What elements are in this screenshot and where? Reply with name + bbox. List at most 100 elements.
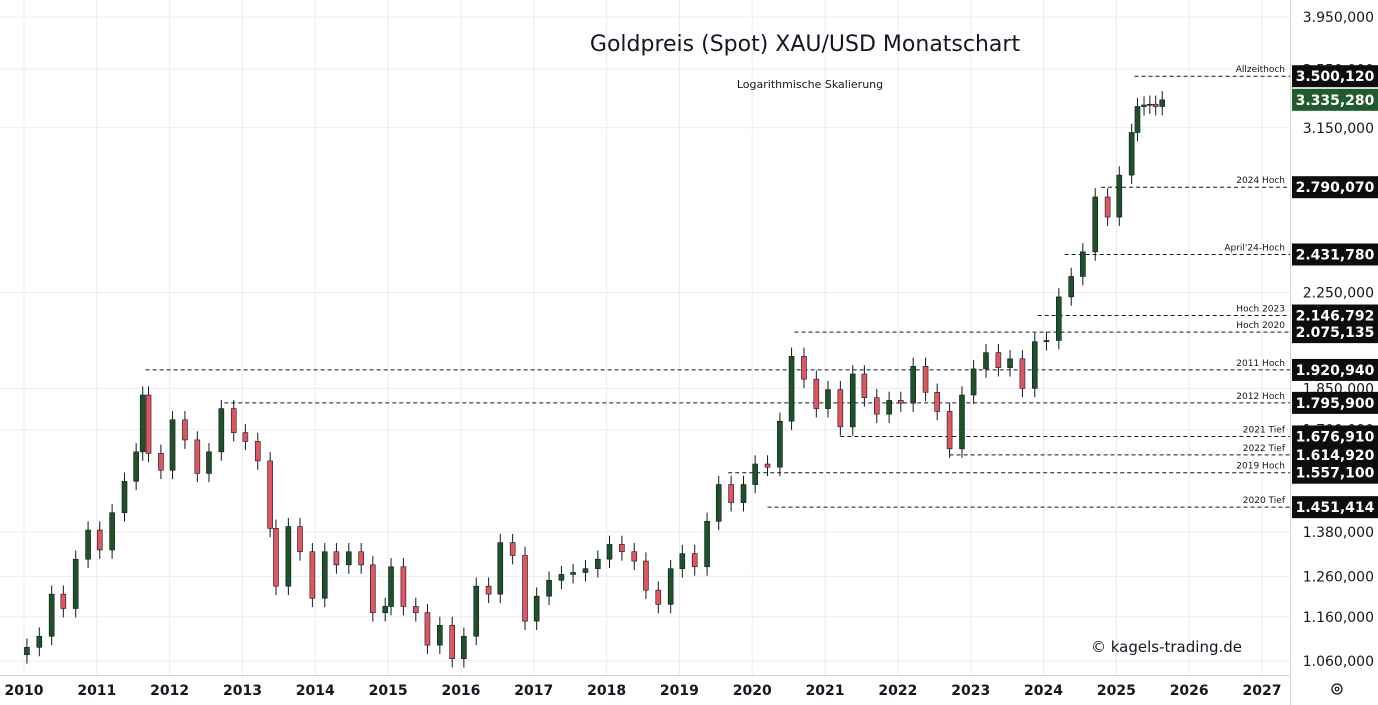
level-price-box (1292, 443, 1378, 466)
candle-body-up (437, 625, 443, 646)
candle-body-down (400, 566, 407, 607)
candle-body-up (133, 451, 139, 482)
candle-body-down (194, 439, 201, 474)
candle-body-up (1043, 340, 1050, 342)
candle-body-up (886, 400, 892, 415)
year-tick-label: 2013 (223, 683, 262, 699)
level-annotation: 2024 Hoch (1236, 176, 1285, 186)
year-tick-label: 2016 (441, 683, 480, 699)
candle-body-up (606, 544, 613, 560)
candle-body-down (873, 397, 880, 415)
price-tick-label: 3.950,000 (1303, 10, 1374, 26)
candle-body-down (370, 564, 376, 613)
candle-body-up (382, 606, 389, 613)
level-price-box (1292, 391, 1378, 414)
level-annotation: Allzeithoch (1236, 65, 1285, 75)
level-price-box (1292, 461, 1378, 484)
candle-body-down (182, 419, 188, 441)
level-annotation: 2012 Hoch (1236, 392, 1285, 402)
level-price-label: 1.557,100 (1296, 466, 1375, 482)
year-tick-label: 2018 (587, 683, 626, 699)
candlesticks (24, 91, 1166, 668)
candle-body-up (704, 521, 710, 568)
candle-body-down (801, 356, 807, 380)
candle-body-down (995, 352, 1002, 368)
candle-body-up (849, 373, 856, 428)
candle-body-up (679, 553, 686, 569)
price-tick-label: 1.160,000 (1303, 610, 1374, 626)
level-price-label: 1.676,910 (1296, 429, 1375, 445)
candle-body-up (206, 451, 212, 474)
level-annotation: 2019 Hoch (1236, 462, 1285, 472)
level-price-label: 3.335,280 (1296, 93, 1375, 109)
candle-body-up (121, 481, 128, 514)
candle-body-down (509, 542, 516, 556)
level-annotation: 2022 Tief (1243, 444, 1286, 454)
candle-body-up (72, 558, 79, 609)
level-price-label: 2.075,135 (1296, 325, 1375, 341)
candle-body-up (752, 463, 758, 485)
candle-body-down (643, 560, 649, 591)
candle-body-down (619, 544, 625, 553)
candle-body-down (333, 551, 340, 566)
candle-body-up (169, 419, 176, 471)
candle-body-down (358, 551, 364, 566)
candle-body-up (570, 572, 576, 575)
level-price-box (1292, 243, 1378, 266)
candle-body-down (145, 394, 152, 454)
candle-body-down (861, 373, 868, 399)
price-tick-label: 1.060,000 (1303, 654, 1374, 670)
year-tick-label: 2017 (514, 683, 553, 699)
time-axis: 2010 2011 2012 2013 2014 2015 2016 2017 2018 2019… (5, 683, 1282, 699)
candle-body-down (273, 528, 279, 587)
level-price-label: 2.790,070 (1296, 180, 1375, 196)
level-price-box (1292, 304, 1378, 327)
candle-body-up (1068, 276, 1075, 298)
price-tick-label: 2.250,000 (1303, 286, 1374, 302)
level-annotation: 2021 Tief (1243, 425, 1286, 435)
candle-body-up (285, 526, 292, 587)
level-price-label: 3.500,120 (1296, 69, 1375, 85)
year-tick-label: 2020 (733, 683, 772, 699)
candle-body-down (309, 551, 316, 599)
candle-body-down (242, 432, 249, 442)
candle-body-up (1159, 99, 1166, 107)
candle-body-up (1031, 341, 1038, 389)
candle-body-up (388, 566, 394, 607)
candle-body-down (691, 553, 698, 568)
candle-body-up (558, 574, 565, 581)
candle-body-up (473, 585, 480, 637)
level-price-box (1292, 496, 1378, 519)
candle-body-up (910, 366, 916, 404)
candle-body-up (825, 389, 831, 409)
candle-body-down (1104, 196, 1111, 218)
candle-body-down (522, 555, 528, 622)
year-tick-label: 2012 (150, 683, 189, 699)
candle-body-up (139, 394, 146, 453)
candle-body-down (412, 606, 419, 613)
level-lines: Allzeithoch 2024 Hoch April'24-Hoch Hoch 20… (145, 65, 1290, 508)
candle-body-up (715, 484, 722, 522)
candle-body-up (546, 579, 552, 597)
year-tick-label: 2026 (1170, 683, 1209, 699)
candle-body-down (1152, 103, 1159, 107)
candle-body-up (36, 635, 43, 648)
candle-body-down (1019, 358, 1026, 389)
candle-body-up (983, 352, 989, 370)
settings-icon[interactable] (1331, 683, 1343, 695)
candle-body-up (582, 568, 589, 573)
level-annotation: Hoch 2023 (1236, 305, 1285, 315)
candle-body-down (764, 463, 771, 468)
year-tick-label: 2027 (1243, 683, 1282, 699)
candle-body-up (497, 542, 504, 595)
level-price-box (1292, 65, 1378, 88)
candle-body-down (267, 460, 273, 529)
candle-body-up (321, 551, 328, 599)
candle-body-down (424, 612, 431, 646)
level-price-box (1292, 321, 1378, 344)
candle-body-up (1147, 103, 1153, 106)
year-tick-label: 2021 (806, 683, 845, 699)
year-tick-label: 2011 (77, 683, 116, 699)
year-tick-label: 2010 (5, 683, 44, 699)
